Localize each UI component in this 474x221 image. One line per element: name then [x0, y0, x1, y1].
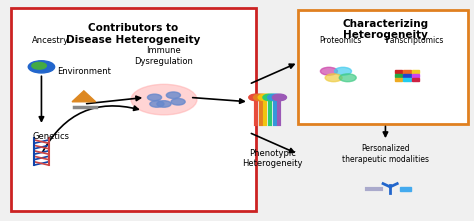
Circle shape	[166, 92, 181, 99]
Circle shape	[249, 94, 263, 101]
Text: Genetics: Genetics	[32, 132, 69, 141]
Bar	[400, 187, 411, 191]
Text: Transcriptomics: Transcriptomics	[383, 36, 444, 45]
Circle shape	[320, 67, 337, 75]
Circle shape	[268, 94, 282, 101]
Polygon shape	[72, 91, 96, 102]
FancyBboxPatch shape	[298, 10, 468, 124]
Circle shape	[339, 74, 356, 82]
Bar	[412, 78, 419, 81]
Circle shape	[273, 94, 286, 101]
Circle shape	[131, 84, 197, 115]
Circle shape	[28, 61, 55, 73]
Text: Phenotypic
Heterogeneity: Phenotypic Heterogeneity	[242, 149, 302, 168]
Bar	[403, 78, 411, 81]
Bar	[412, 74, 419, 77]
Circle shape	[258, 94, 273, 101]
Bar	[403, 74, 411, 77]
Text: Proteomics: Proteomics	[319, 36, 362, 45]
Text: Contributors to
Disease Heterogeneity: Contributors to Disease Heterogeneity	[66, 23, 201, 45]
Circle shape	[157, 101, 171, 107]
Bar	[395, 70, 402, 73]
Circle shape	[335, 67, 352, 75]
Bar	[403, 70, 411, 73]
Circle shape	[32, 62, 46, 69]
Circle shape	[171, 99, 185, 105]
Text: Environment: Environment	[57, 67, 111, 76]
Circle shape	[254, 94, 268, 101]
Text: Immune
Dysregulation: Immune Dysregulation	[135, 46, 193, 66]
Bar	[395, 78, 402, 81]
Text: Characterizing
Heterogeneity: Characterizing Heterogeneity	[342, 19, 428, 40]
Circle shape	[147, 94, 162, 101]
Circle shape	[325, 74, 342, 82]
FancyBboxPatch shape	[11, 8, 256, 211]
Circle shape	[150, 101, 164, 107]
Circle shape	[263, 94, 277, 101]
Text: Personalized
therapeutic modalities: Personalized therapeutic modalities	[342, 145, 429, 164]
Text: Ancestry: Ancestry	[32, 36, 69, 45]
Bar	[412, 70, 419, 73]
Bar	[395, 74, 402, 77]
